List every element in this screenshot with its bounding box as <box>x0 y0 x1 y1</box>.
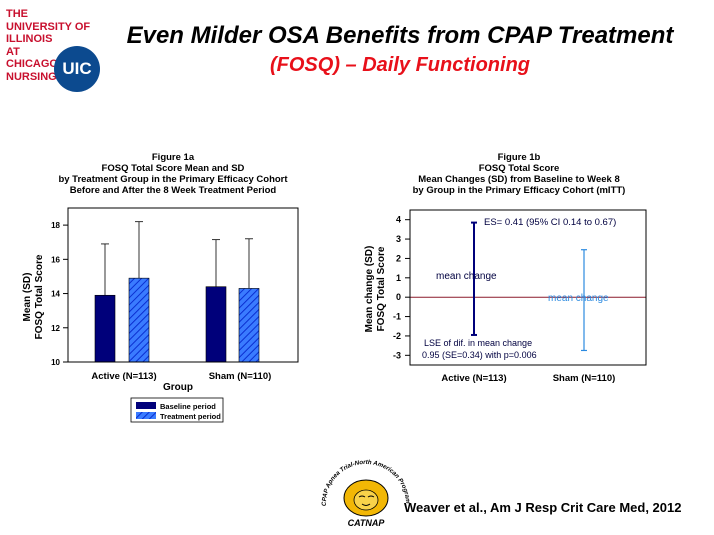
figure-1a-ylabel-line1: Mean (SD) <box>22 273 33 322</box>
figure-1a-chart: Mean (SD) FOSQ Total Score 10 12 14 16 18 Act… <box>22 207 299 423</box>
slide-subtitle: (FOSQ) – Daily Functioning <box>270 54 530 76</box>
legend-treatment-swatch <box>136 412 156 419</box>
logo-line: ILLINOIS <box>6 33 53 45</box>
logo-line: UNIVERSITY OF <box>6 20 91 33</box>
figure-1a-xtick-label: Sham (N=110) <box>209 371 272 382</box>
legend-treatment-label: Treatment period <box>160 412 221 421</box>
lse-annotation-line1: LSE of dif. in mean change <box>424 338 532 348</box>
figure-1a-ytick-label: 12 <box>51 324 60 333</box>
catnap-lion-eyes <box>358 495 375 498</box>
figure-1a-ylabel-line2: FOSQ Total Score <box>34 254 45 339</box>
figure-1b-title-line: by Group in the Primary Efficacy Cohort … <box>412 185 626 196</box>
slide-title: Even Milder OSA Benefits from CPAP Treat… <box>126 22 674 49</box>
figure-1b-title-line: FOSQ Total Score <box>478 163 560 174</box>
citation: Weaver et al., Am J Resp Crit Care Med, … <box>404 500 682 515</box>
figure-1b-ytick-label: 4 <box>396 215 401 225</box>
figure-1b-xtick-label: Sham (N=110) <box>553 373 616 384</box>
figure-1b-ytick-label: -1 <box>393 312 401 322</box>
active-mean-change-label: mean change <box>436 271 497 282</box>
figure-1a-title-line: FOSQ Total Score Mean and SD <box>101 163 245 174</box>
catnap-lion-mouth <box>361 503 371 506</box>
legend-baseline-label: Baseline period <box>160 402 216 411</box>
figure-1a-plot-frame <box>67 207 299 363</box>
logo-line: NURSING <box>6 70 57 83</box>
figure-1a-xlabel: Group <box>163 382 193 393</box>
figure-1b-ytick-label: 0 <box>396 292 401 302</box>
figure-1a-ytick-label: 10 <box>51 358 60 367</box>
figure-1b-chart: Mean change (SD) FOSQ Total Score -3 -2 -1… <box>364 209 647 384</box>
lse-annotation-line2: 0.95 (SE=0.34) with p=0.006 <box>422 350 537 360</box>
figure-1a-title: Figure 1a FOSQ Total Score Mean and SD b… <box>36 152 310 196</box>
logo-line: AT <box>6 45 20 58</box>
figure-1a-bar <box>238 288 260 363</box>
figure-1a-xtick-label: Active (N=113) <box>91 371 156 382</box>
es-annotation: ES= 0.41 (95% CI 0.14 to 0.67) <box>484 217 616 228</box>
figure-1b-xtick-label: Active (N=113) <box>441 373 506 384</box>
figure-1a-title-line: by Treatment Group in the Primary Effica… <box>58 174 288 185</box>
figure-1a-ytick-label: 16 <box>51 255 60 264</box>
catnap-lion-face <box>353 489 379 511</box>
figure-1a-title-line: Before and After the 8 Week Treatment Pe… <box>69 185 277 196</box>
figure-1b-title-line: Mean Changes (SD) from Baseline to Week … <box>418 174 620 185</box>
uic-badge-logo: UIC <box>54 46 100 92</box>
catnap-label: CATNAP <box>348 518 386 528</box>
logo-line: THE <box>6 8 28 20</box>
legend-baseline-swatch <box>136 402 156 409</box>
figure-1b-title-line: Figure 1b <box>497 152 541 163</box>
figure-1b-ytick-label: -3 <box>393 350 401 360</box>
figure-1b-ytick-label: 2 <box>396 253 401 263</box>
figure-1b-plot-frame <box>409 209 647 366</box>
figure-1b-ylabel-line1: Mean change (SD) <box>364 246 375 333</box>
figure-1a-title-line: Figure 1a <box>151 152 195 163</box>
logo-line: CHICAGO <box>6 58 58 70</box>
figure-1a-bar <box>94 294 116 363</box>
figure-1b-ytick-label: 1 <box>396 273 401 283</box>
figure-1b-ytick-label: -2 <box>393 331 401 341</box>
figure-1a-ytick-label: 14 <box>51 290 60 299</box>
figure-1a-ytick-label: 18 <box>51 221 60 230</box>
figure-1b-ytick-label: 3 <box>396 234 401 244</box>
figure-1a-bar <box>205 286 227 363</box>
figure-1a-bar <box>128 277 150 363</box>
uic-logo-text: THE UNIVERSITY OF ILLINOIS AT CHICAGO NU… <box>6 8 91 83</box>
figure-1b-title: Figure 1b FOSQ Total Score Mean Changes … <box>378 152 660 196</box>
catnap-logo: CPAP Apnea Trial-North American Program … <box>321 459 411 528</box>
sham-mean-change-label: mean change <box>548 293 609 304</box>
figure-1b-ylabel-line2: FOSQ Total Score <box>376 246 387 331</box>
